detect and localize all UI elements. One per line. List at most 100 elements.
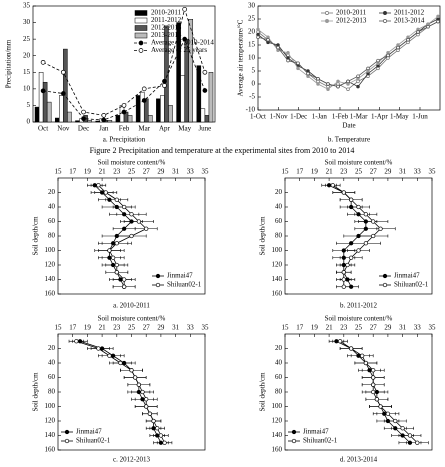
legend-label: Jinmai47 [303,428,329,436]
profile-marker [341,277,346,282]
x-tick-label: 1-Jun [412,113,428,121]
legend-marker [291,429,297,435]
series-marker [306,71,310,76]
profile-marker [114,197,119,202]
average-marker [101,113,107,118]
x-tick-label: 1-Feb [332,113,349,121]
bar [95,120,100,123]
x-tick-label: 1-Oct [250,113,266,121]
y-tick-label: 40 [48,359,56,367]
profile-marker [363,360,369,366]
x-tick-label: 19 [311,324,319,332]
x-tick-label: 15 [282,168,290,176]
x-tick-label: June [198,125,211,133]
x-tick-label: Dec [78,125,89,133]
profile-marker [341,248,346,253]
legend-label: 2013-2014 [151,31,182,39]
x-tick-label: 1-Nov [270,113,288,121]
x-tick-label: 21 [99,168,107,176]
x-tick-label: Oct [38,125,48,133]
y-tick-label: 120 [45,417,56,425]
profile-marker [74,339,79,344]
profile-marker [371,382,376,387]
legend-label: 2010-2011 [151,9,182,17]
figure-caption: Figure 2 Precipitation and temperature a… [90,146,355,155]
legend-label: 2013-2014 [394,17,425,25]
profile-marker [374,397,380,402]
legend-marker [382,282,388,288]
average-marker [162,83,167,88]
x-tick-label: 17 [296,324,304,332]
legend-marker [291,438,297,444]
profile-marker [330,183,335,188]
profile-marker [144,397,149,402]
x-tick-label: 33 [187,168,195,176]
y-tick-label: 160 [45,446,56,454]
bar [46,101,52,123]
x-tick-label: Feb [119,125,130,133]
series-marker [256,35,260,39]
x-tick-label: 17 [296,168,304,176]
x-tick-label: 27 [143,324,151,332]
average-marker [121,103,127,108]
series-marker [396,45,400,50]
bar [67,111,72,123]
bar [34,106,40,123]
y-axis-label: Precipitation/mm [5,39,13,88]
profile-marker [393,418,398,424]
y-tick-label: 100 [272,402,283,410]
y-tick-label: 40 [275,203,283,211]
x-tick-label: Jan [99,125,109,133]
legend-label: Shiluan02-1 [76,437,111,445]
profile-marker [129,233,134,239]
y-tick-label: 160 [272,446,283,454]
y-tick-label: 140 [272,431,283,439]
x-tick-label: 21 [99,324,107,332]
legend-label: 2012-2013 [336,17,367,25]
series-marker [266,38,270,42]
chart-caption: b. Temperature [328,136,370,144]
x-tick-label: 31 [399,168,407,176]
series-marker [356,74,360,78]
legend-label: Jinmai47 [167,272,193,280]
x-tick-label: 23 [340,168,348,176]
x-tick-label: 23 [113,168,121,176]
profile-marker [371,368,376,373]
profile-marker [407,433,413,438]
x-tick-label: 33 [187,324,195,332]
series-marker [346,87,350,91]
y-tick-label: 5 [27,101,31,109]
x-tick-label: 31 [172,324,180,332]
bar [204,115,210,123]
profile-marker [118,360,123,366]
x-tick-label: 21 [326,324,334,332]
y-tick-label: 15 [23,68,31,76]
profile-marker [158,433,164,438]
series-marker [316,82,320,86]
bar [139,91,145,123]
bar [115,115,121,123]
x-tick-label: 15 [55,324,63,332]
x-tick-label: 31 [399,324,407,332]
x-tick-label: 25 [355,324,363,332]
profile-marker [114,262,119,268]
x-tick-label: 1-Apr [371,113,388,121]
profile-marker [133,375,138,380]
legend-marker [64,429,70,435]
y-tick-label: 140 [272,275,283,283]
y-tick-label: 40 [275,359,283,367]
legend-label: Average of 2010-2014 [151,39,214,47]
bar [135,95,141,123]
x-axis-label: Soil moisture content/% [325,159,393,167]
bar [188,19,194,123]
x-tick-label: 17 [69,324,77,332]
legend-label: 2011-2012 [151,16,182,24]
x-tick-label: Apr [159,125,171,133]
x-axis-label: Soil moisture content/% [98,315,166,323]
bar [176,22,181,123]
chart-caption: b. 2011-2012 [340,302,378,310]
y-tick-label: 120 [45,261,56,269]
x-tick-label: 31 [172,168,180,176]
y-axis-label: Soil depth/cm [32,216,40,256]
